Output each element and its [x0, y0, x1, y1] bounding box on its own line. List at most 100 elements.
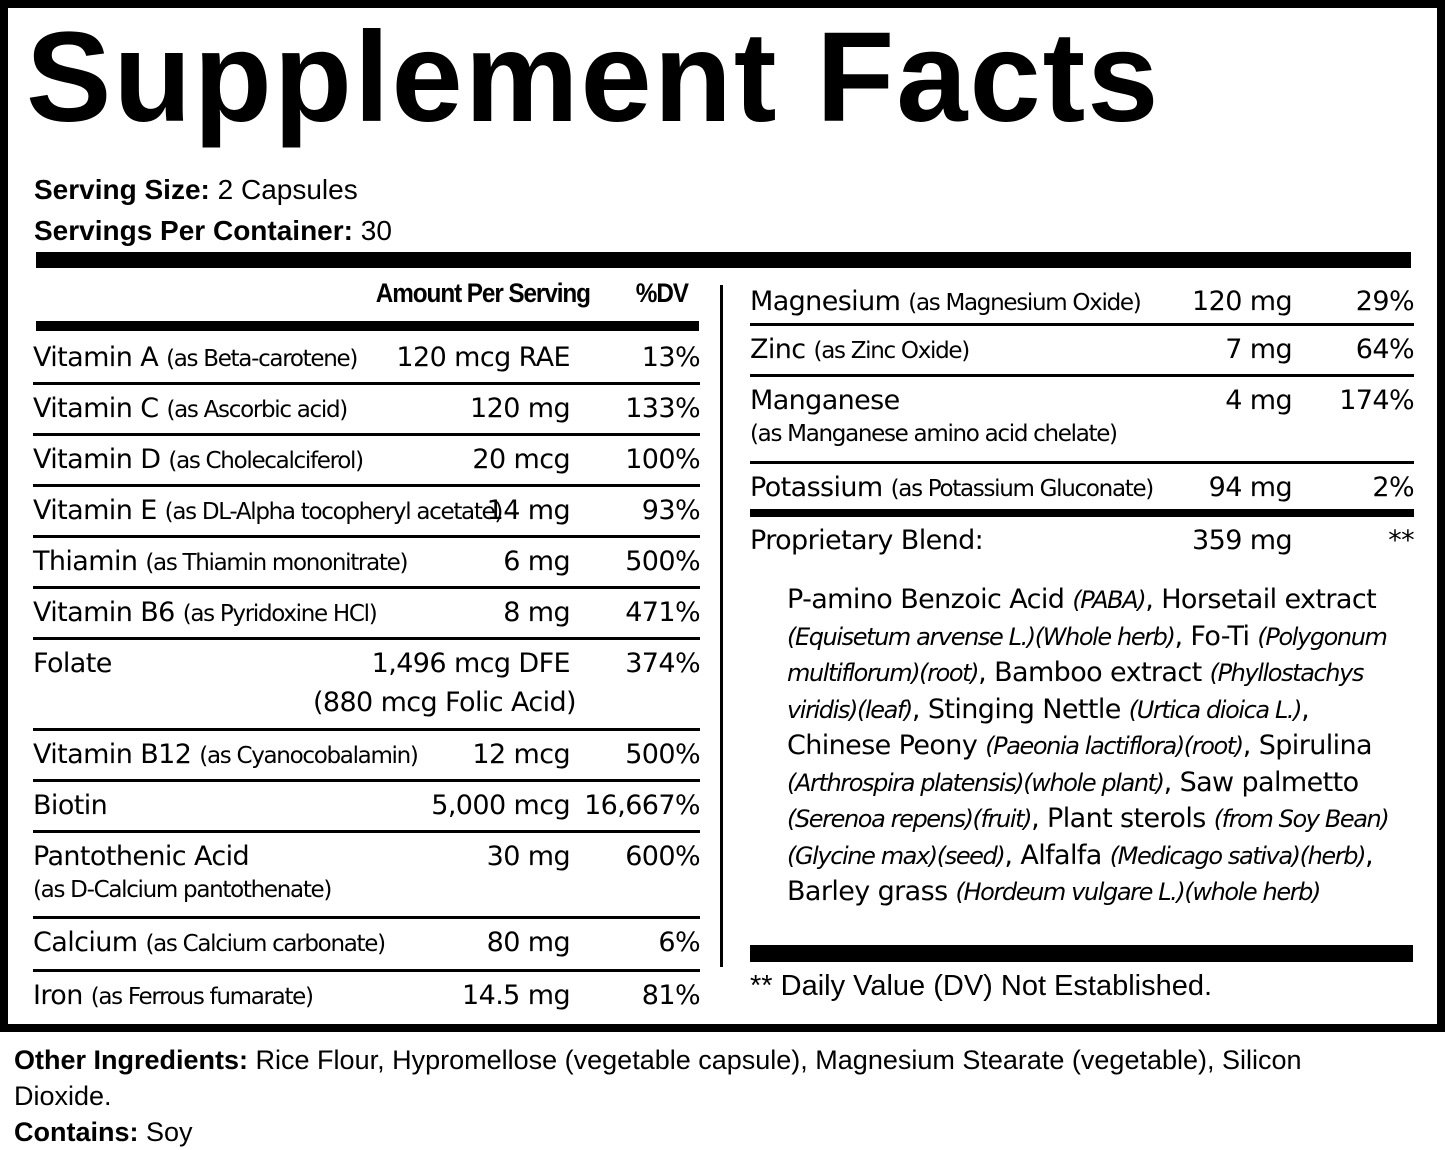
- ingredient-name: , Horsetail extract: [1145, 584, 1377, 615]
- ingredient-source: (Phyllostachys viridis)(leaf): [787, 659, 1364, 724]
- nutrient-label: Calcium: [33, 927, 138, 958]
- amount-per-serving: 6 mg: [503, 546, 570, 577]
- daily-value: 29%: [1355, 286, 1415, 317]
- nutrient-label: Vitamin D: [33, 444, 161, 475]
- daily-value: 500%: [625, 739, 700, 770]
- nutrient-name: Vitamin D (as Cholecalciferol): [33, 444, 364, 475]
- nutrient-source: (as Thiamin mononitrate): [145, 550, 408, 576]
- ingredient-source: (Urtica dioica L.): [1128, 695, 1303, 724]
- nutrient-name: Calcium (as Calcium carbonate): [33, 927, 386, 958]
- right-nutrient-list: Magnesium (as Magnesium Oxide) 120 mg 29% Z…: [750, 278, 1415, 572]
- nutrient-label: Zinc: [750, 334, 806, 365]
- nutrient-label: Pantothenic Acid: [33, 841, 250, 872]
- nutrient-name: Thiamin (as Thiamin mononitrate): [33, 546, 408, 577]
- nutrient-row: Iron (as Ferrous fumarate) 14.5 mg 81%: [33, 972, 701, 1022]
- ingredient-name: P-amino Benzoic Acid: [787, 584, 1073, 615]
- amount-header: Amount Per Serving: [375, 278, 591, 308]
- amount-per-serving: 94 mg: [1208, 472, 1293, 503]
- amount-per-serving: 5,000 mcg: [431, 790, 570, 821]
- amount-per-serving: 14 mg: [486, 495, 571, 526]
- nutrient-row: Calcium (as Calcium carbonate) 80 mg 6%: [33, 919, 701, 972]
- ingredient-name: , Fo-Ti: [1174, 620, 1258, 652]
- left-nutrient-list: Vitamin A (as Beta-carotene) 120 mcg RAE 1…: [33, 334, 701, 1022]
- nutrient-source: (as Zinc Oxide): [813, 338, 971, 364]
- other-ingredients: Other Ingredients: Rice Flour, Hypromell…: [14, 1045, 1302, 1147]
- daily-value: 174%: [1339, 385, 1414, 416]
- nutrient-row: Vitamin D (as Cholecalciferol) 20 mcg 100%: [33, 436, 701, 487]
- nutrient-label: Vitamin B12: [33, 739, 192, 770]
- nutrient-row: Biotin 5,000 mcg 16,667%: [33, 782, 701, 833]
- nutrient-name: Iron (as Ferrous fumarate): [33, 980, 314, 1011]
- daily-value: 16,667%: [584, 790, 701, 821]
- nutrient-label: Folate: [33, 648, 112, 679]
- ingredient-source: (Arthrospira platensis)(whole plant): [787, 768, 1165, 797]
- ingredient-name: , Alfalfa: [1004, 839, 1110, 871]
- nutrient-label: Magnesium: [750, 286, 901, 317]
- nutrient-name: Vitamin B12 (as Cyanocobalamin): [33, 739, 419, 770]
- nutrient-label: Iron: [33, 980, 83, 1011]
- nutrient-row: Zinc (as Zinc Oxide) 7 mg 64%: [750, 326, 1415, 377]
- label-title: Supplement Facts: [26, 6, 1161, 149]
- amount-per-serving: 80 mg: [486, 927, 571, 958]
- label-frame: [0, 0, 1445, 1032]
- amount-per-serving: 14.5 mg: [462, 980, 571, 1011]
- nutrient-label: Vitamin E: [33, 495, 157, 526]
- nutrient-label: Vitamin A: [33, 342, 159, 373]
- nutrient-row: Manganese (as Manganese amino acid chelat…: [750, 377, 1415, 464]
- nutrient-row: Magnesium (as Magnesium Oxide) 120 mg 29%: [750, 278, 1415, 326]
- nutrient-source: (as Manganese amino acid chelate): [750, 421, 1118, 447]
- nutrient-source: (as Pyridoxine HCl): [182, 601, 378, 627]
- nutrient-row: Pantothenic Acid (as D-Calcium pantothena…: [33, 833, 701, 919]
- nutrient-name: Vitamin B6 (as Pyridoxine HCl): [33, 597, 378, 628]
- nutrient-row: Thiamin (as Thiamin mononitrate) 6 mg 500%: [33, 538, 701, 589]
- ingredient-name: , Chinese Peony: [787, 693, 1310, 762]
- daily-value: 500%: [625, 546, 700, 577]
- nutrient-row: Potassium (as Potassium Gluconate) 94 mg 2…: [750, 464, 1415, 517]
- servings-per-container: Servings Per Container: 30: [34, 215, 392, 246]
- column-headers: Amount Per Serving %DV: [33, 278, 700, 328]
- nutrient-source: (as DL-Alpha tocopheryl acetate): [164, 499, 504, 525]
- ingredient-source: (Serenoa repens)(fruit): [787, 805, 1032, 833]
- nutrient-name: Vitamin E (as DL-Alpha tocopheryl acetat…: [33, 495, 504, 526]
- nutrient-name: Folate: [33, 648, 112, 679]
- daily-value: 133%: [625, 393, 700, 424]
- amount-per-serving: 8 mg: [503, 597, 570, 628]
- amount-per-serving: 7 mg: [1225, 334, 1292, 365]
- daily-value: 81%: [641, 980, 701, 1011]
- nutrient-row: Vitamin A (as Beta-carotene) 120 mcg RAE 1…: [33, 334, 701, 385]
- amount-detail: (880 mcg Folic Acid): [312, 687, 577, 718]
- nutrient-row: Vitamin B12 (as Cyanocobalamin) 12 mcg 500…: [33, 731, 701, 782]
- daily-value: 471%: [625, 597, 700, 628]
- nutrient-source: (as Beta-carotene): [166, 346, 358, 372]
- daily-value: 2%: [1372, 472, 1414, 503]
- ingredient-source: (Paeonia lactiflora)(root): [985, 732, 1244, 760]
- amount-per-serving: 12 mcg: [472, 739, 570, 770]
- ingredient-source: (Hordeum vulgare L.)(whole herb): [955, 878, 1322, 906]
- amount-per-serving: 120 mg: [470, 393, 571, 424]
- nutrient-name: Magnesium (as Magnesium Oxide): [750, 286, 1142, 317]
- column-divider: [720, 285, 723, 967]
- amount-per-serving: 120 mcg RAE: [396, 342, 570, 373]
- nutrient-source: (as Cyanocobalamin): [199, 743, 419, 769]
- ingredient-name: , Plant sterols: [1031, 803, 1214, 834]
- nutrient-source: (as Magnesium Oxide): [908, 290, 1141, 316]
- daily-value: 6%: [658, 927, 700, 958]
- amount-per-serving: 20 mcg: [472, 444, 570, 475]
- daily-value: 600%: [625, 841, 700, 872]
- nutrient-name: Proprietary Blend:: [750, 525, 984, 556]
- nutrient-source: (as Ferrous fumarate): [90, 984, 314, 1010]
- amount-per-serving: 30 mg: [486, 841, 571, 872]
- nutrient-name: Vitamin C (as Ascorbic acid): [33, 393, 348, 424]
- serving-size: Serving Size: 2 Capsules: [34, 174, 358, 205]
- ingredient-name: , Spirulina: [1242, 730, 1373, 761]
- ingredient-source: (PABA): [1072, 586, 1146, 614]
- amount-per-serving: 120 mg: [1192, 286, 1293, 317]
- thick-divider: [36, 321, 699, 331]
- nutrient-source: (as Ascorbic acid): [166, 397, 348, 423]
- amount-per-serving: 359 mg: [1192, 525, 1293, 556]
- daily-value: 13%: [641, 342, 701, 373]
- nutrient-row: Folate 1,496 mcg DFE (880 mcg Folic Acid) 3…: [33, 640, 701, 731]
- nutrient-label: Vitamin C: [33, 393, 159, 424]
- proprietary-blend-ingredients: P-amino Benzoic Acid (PABA), Horsetail e…: [787, 582, 1417, 911]
- daily-value: 93%: [641, 495, 701, 526]
